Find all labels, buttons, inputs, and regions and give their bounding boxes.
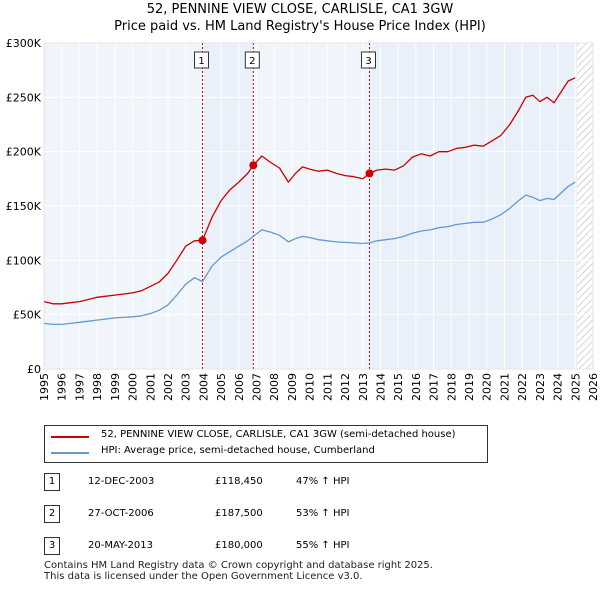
sale-marker-box — [361, 51, 377, 69]
x-tick-label: 1998 — [91, 373, 104, 401]
x-tick-label: 1997 — [73, 373, 86, 401]
x-tick-label: 2017 — [428, 373, 441, 401]
x-tick-label: 2004 — [197, 373, 210, 401]
x-tick-label: 1995 — [38, 373, 51, 401]
x-tick-label: 2025 — [569, 373, 582, 401]
plot-border — [43, 42, 594, 370]
footer-license: This data is licensed under the Open Gov… — [44, 571, 363, 582]
x-tick-label: 2013 — [357, 373, 370, 401]
sale-price: £187,500 — [215, 508, 263, 519]
price-chart: £0 £50K £100K £150K £200K £250K £300K 1995 1996 1… — [6, 37, 600, 401]
property-price-line — [43, 77, 576, 305]
legend-label-property: 52, PENNINE VIEW CLOSE, CARLISLE, CA1 3G… — [101, 429, 456, 440]
y-tick-label: £150K — [6, 200, 42, 213]
x-tick-label: 2019 — [463, 373, 476, 401]
x-tick-label: 2023 — [534, 373, 547, 401]
x-tick-label: 2007 — [251, 373, 264, 401]
sale-date: 12-DEC-2003 — [88, 476, 155, 487]
x-tick-label: 2006 — [233, 373, 246, 401]
x-tick-label: 2009 — [286, 373, 299, 401]
sale-point — [365, 169, 374, 178]
sale-date: 20-MAY-2013 — [88, 540, 154, 551]
x-tick-label: 2003 — [180, 373, 193, 401]
y-tick-label: £0 — [27, 363, 41, 376]
legend-swatch-property — [51, 436, 89, 438]
x-tick-label: 2014 — [374, 373, 387, 401]
x-tick-label: 2022 — [516, 373, 529, 401]
x-tick-label: 2021 — [498, 373, 511, 401]
x-tick-label: 2000 — [127, 373, 140, 401]
hpi-line — [43, 181, 576, 326]
sale-marker-label: 2 — [249, 56, 255, 67]
sale-point — [249, 161, 258, 170]
legend: 52, PENNINE VIEW CLOSE, CARLISLE, CA1 3G… — [44, 425, 488, 463]
sale-row: 2 27-OCT-2006 £187,500 53% ↑ HPI — [0, 505, 600, 523]
x-tick-label: 2008 — [268, 373, 281, 401]
sale-marker-label: 3 — [365, 56, 371, 67]
x-tick-label: 2024 — [552, 373, 565, 401]
x-tick-label: 2001 — [144, 373, 157, 401]
x-tick-label: 2010 — [304, 373, 317, 401]
sale-number-badge: 2 — [44, 505, 60, 523]
footer-copyright: Contains HM Land Registry data © Crown c… — [44, 560, 433, 571]
sale-price: £180,000 — [215, 540, 263, 551]
x-tick-label: 2015 — [392, 373, 405, 401]
x-tick-label: 1999 — [109, 373, 122, 401]
legend-label-hpi: HPI: Average price, semi-detached house,… — [101, 445, 375, 456]
sale-hpi-change: 55% ↑ HPI — [296, 540, 350, 551]
y-tick-label: £300K — [6, 37, 42, 50]
x-tick-label: 2020 — [481, 373, 494, 401]
sale-point — [198, 236, 207, 245]
x-tick-label: 2026 — [587, 373, 600, 401]
y-tick-label: £200K — [6, 146, 42, 159]
x-tick-label: 2002 — [162, 373, 175, 401]
sale-marker-label: 1 — [198, 56, 204, 67]
x-tick-label: 2016 — [410, 373, 423, 401]
sale-marker-box — [194, 51, 210, 69]
x-tick-label: 2018 — [445, 373, 458, 401]
sale-marker-box — [244, 51, 260, 69]
x-tick-label: 2012 — [339, 373, 352, 401]
x-tick-label: 1996 — [56, 373, 69, 401]
sale-price: £118,450 — [215, 476, 263, 487]
chart-title: 52, PENNINE VIEW CLOSE, CARLISLE, CA1 3G… — [146, 2, 454, 17]
chart-subtitle: Price paid vs. HM Land Registry's House … — [114, 19, 486, 34]
legend-swatch-hpi — [51, 452, 89, 454]
sale-row: 3 20-MAY-2013 £180,000 55% ↑ HPI — [0, 537, 600, 555]
x-tick-label: 2011 — [321, 373, 334, 401]
sale-number-badge: 3 — [44, 537, 60, 555]
y-tick-label: £50K — [13, 309, 42, 322]
sale-hpi-change: 53% ↑ HPI — [296, 508, 350, 519]
sale-hpi-change: 47% ↑ HPI — [296, 476, 350, 487]
y-tick-label: £250K — [6, 91, 42, 104]
sale-row: 1 12-DEC-2003 £118,450 47% ↑ HPI — [0, 473, 600, 491]
sale-number-badge: 1 — [44, 473, 60, 491]
sale-date: 27-OCT-2006 — [88, 508, 154, 519]
x-tick-label: 2005 — [215, 373, 228, 401]
y-tick-label: £100K — [6, 254, 42, 267]
